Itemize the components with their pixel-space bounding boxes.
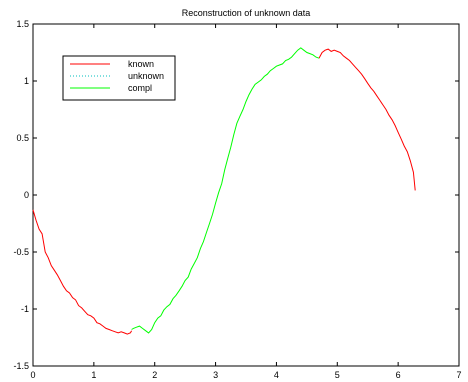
y-tick-label: -0.5 <box>13 247 29 257</box>
x-tick-label: 7 <box>456 370 461 380</box>
legend-box <box>62 55 176 101</box>
y-tick-label: 0 <box>24 190 29 200</box>
x-tick-label: 6 <box>396 370 401 380</box>
series-layer <box>32 47 416 335</box>
y-tick-label: 1.5 <box>16 19 29 29</box>
x-tick-label: 1 <box>91 370 96 380</box>
y-tick-label: -1 <box>21 304 29 314</box>
x-tick-label: 4 <box>274 370 279 380</box>
legend-label-unknown: unknown <box>128 71 164 81</box>
y-tick-label: 1 <box>24 76 29 86</box>
x-tick-label: 0 <box>30 370 35 380</box>
x-axis: 0 1 2 3 4 5 6 7 <box>30 24 462 380</box>
chart-title: Reconstruction of unknown data <box>182 8 311 18</box>
x-tick-label: 2 <box>152 370 157 380</box>
legend-label-known: known <box>128 59 154 69</box>
series-line-known <box>32 209 133 335</box>
legend: known unknown compl <box>62 55 176 101</box>
y-axis: -1.5 -1 -0.5 0 0.5 1 1.5 <box>13 19 459 371</box>
legend-label-compl: compl <box>128 83 152 93</box>
x-tick-label: 3 <box>213 370 218 380</box>
series-line-compl <box>131 47 320 334</box>
series-line-known <box>318 48 416 191</box>
x-tick-label: 5 <box>335 370 340 380</box>
y-tick-label: 0.5 <box>16 133 29 143</box>
y-tick-label: -1.5 <box>13 361 29 371</box>
